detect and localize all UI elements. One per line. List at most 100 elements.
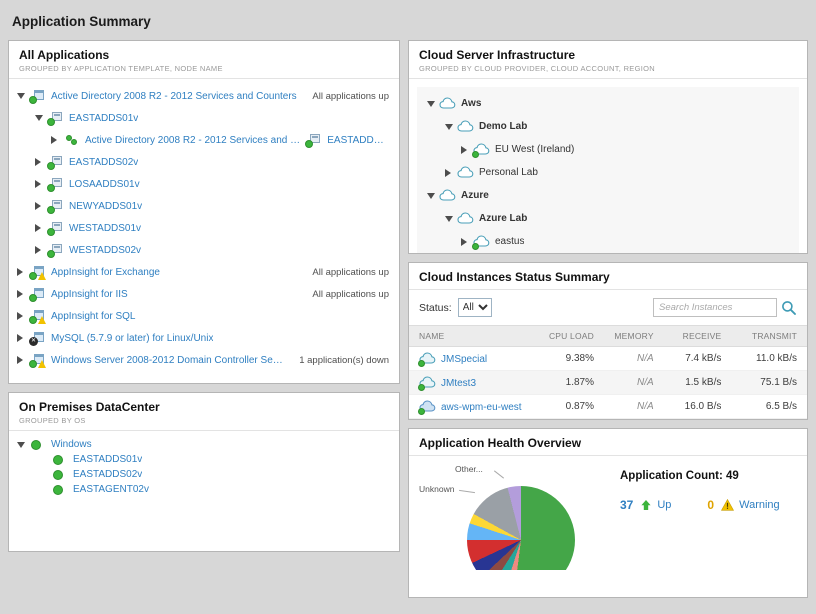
instance-name-link[interactable]: JMSpecial bbox=[441, 354, 488, 365]
instances-controls: Status: All bbox=[409, 290, 807, 325]
app-status-warning-icon bbox=[29, 265, 46, 280]
cell-memory: N/A bbox=[604, 370, 664, 395]
tree-item-label[interactable]: EASTAGENT02v bbox=[73, 484, 149, 495]
all-applications-tree: Active Directory 2008 R2 - 2012 Services… bbox=[9, 79, 399, 377]
expander-open-icon[interactable] bbox=[427, 193, 439, 199]
health-body: Other... Unknown Application Count: 49 3… bbox=[409, 456, 807, 570]
expander-open-icon[interactable] bbox=[445, 124, 457, 130]
tree-item-label[interactable]: Demo Lab bbox=[479, 121, 528, 132]
node-up-icon bbox=[47, 155, 64, 170]
tree-item-label[interactable]: Azure Lab bbox=[479, 213, 528, 224]
tree-item-label[interactable]: AppInsight for SQL bbox=[51, 310, 136, 322]
warning-link[interactable]: Warning bbox=[739, 499, 780, 511]
tree-row: Active Directory 2008 R2 - 2012 Services… bbox=[9, 85, 399, 107]
green-dot-icon bbox=[51, 453, 68, 466]
component-icon bbox=[63, 134, 80, 147]
page-title: Application Summary bbox=[12, 14, 151, 29]
expander-closed-icon[interactable] bbox=[35, 246, 47, 254]
panel-title: Cloud Server Infrastructure bbox=[419, 48, 576, 62]
app-status-unknown-icon bbox=[29, 331, 46, 346]
row-status-text: All applications up bbox=[312, 288, 389, 300]
expander-closed-icon[interactable] bbox=[461, 238, 473, 246]
up-link[interactable]: Up bbox=[657, 499, 672, 511]
tree-item-label[interactable]: Windows Server 2008-2012 Domain Controll… bbox=[51, 354, 288, 366]
panel-subtitle: GROUPED BY CLOUD PROVIDER, CLOUD ACCOUNT… bbox=[419, 64, 655, 73]
node-up-icon bbox=[305, 133, 322, 148]
pie-chart[interactable] bbox=[467, 486, 575, 570]
on-premises-tree: Windows EASTADDS01v EASTADDS02v EASTAGENT02… bbox=[9, 431, 399, 503]
tree-item-label[interactable]: AppInsight for IIS bbox=[51, 288, 128, 300]
expander-open-icon[interactable] bbox=[17, 442, 29, 448]
search-icon[interactable] bbox=[781, 300, 797, 316]
expander-open-icon[interactable] bbox=[427, 101, 439, 107]
tree-item-label[interactable]: Aws bbox=[461, 98, 482, 109]
expander-closed-icon[interactable] bbox=[17, 290, 29, 298]
expander-closed-icon[interactable] bbox=[35, 158, 47, 166]
tree-item-label[interactable]: Azure bbox=[461, 190, 489, 201]
tree-item-label[interactable]: eastus bbox=[495, 236, 525, 247]
expander-closed-icon[interactable] bbox=[17, 312, 29, 320]
instance-name-link[interactable]: aws-wpm-eu-west bbox=[441, 402, 522, 413]
expander-open-icon[interactable] bbox=[445, 216, 457, 222]
tree-item-label[interactable]: LOSAADDS01v bbox=[69, 178, 140, 190]
node-up-icon bbox=[47, 111, 64, 126]
pie-label-unknown: Unknown bbox=[419, 484, 455, 494]
node-up-icon bbox=[47, 243, 64, 258]
cloud-infrastructure-tree: Aws Demo Lab EU West (Ireland) Personal Lab… bbox=[417, 87, 799, 253]
pie-label-other: Other... bbox=[455, 464, 483, 474]
expander-closed-icon[interactable] bbox=[461, 146, 473, 154]
tree-item-label[interactable]: Active Directory 2008 R2 - 2012 Services… bbox=[51, 90, 297, 102]
expander-closed-icon[interactable] bbox=[17, 334, 29, 342]
tree-row: EASTAGENT02v bbox=[9, 482, 399, 497]
tree-item-label[interactable]: NEWYADDS01v bbox=[69, 200, 143, 212]
tree-item-label[interactable]: EASTADDS01v bbox=[327, 134, 385, 146]
tree-item-label[interactable]: EU West (Ireland) bbox=[495, 144, 575, 155]
tree-item-label[interactable]: WESTADDS01v bbox=[69, 222, 142, 234]
tree-item-label[interactable]: WESTADDS02v bbox=[69, 244, 142, 256]
expander-closed-icon[interactable] bbox=[51, 136, 63, 144]
tree-item-label[interactable]: EASTADDS02v bbox=[73, 469, 143, 480]
node-up-icon bbox=[47, 199, 64, 214]
expander-closed-icon[interactable] bbox=[35, 202, 47, 210]
column-header-receive[interactable]: RECEIVE bbox=[663, 325, 732, 347]
table-row: JMSpecial 9.38% N/A 7.4 kB/s 11.0 kB/s bbox=[409, 346, 807, 371]
expander-open-icon[interactable] bbox=[17, 93, 29, 99]
tree-row: eastus bbox=[419, 230, 797, 253]
panel-title: Cloud Instances Status Summary bbox=[419, 270, 610, 284]
warning-count[interactable]: 0 bbox=[707, 498, 715, 512]
column-header-transmit[interactable]: TRANSMIT bbox=[731, 325, 807, 347]
tree-item-label[interactable]: EASTADDS01v bbox=[69, 112, 139, 124]
tree-row: MySQL (5.7.9 or later) for Linux/Unix bbox=[9, 327, 399, 349]
up-count[interactable]: 37 bbox=[620, 498, 634, 512]
panel-cloud-server-infrastructure: Cloud Server Infrastructure GROUPED BY C… bbox=[408, 40, 808, 254]
tree-item-label[interactable]: EASTADDS02v bbox=[69, 156, 139, 168]
expander-closed-icon[interactable] bbox=[445, 169, 457, 177]
expander-open-icon[interactable] bbox=[35, 115, 47, 121]
panel-header: Cloud Instances Status Summary bbox=[409, 263, 807, 290]
application-health-pie-zone: Other... Unknown bbox=[419, 460, 604, 570]
cell-cpu: 0.87% bbox=[536, 394, 605, 419]
search-instances-input[interactable] bbox=[653, 298, 777, 317]
cell-memory: N/A bbox=[604, 394, 664, 419]
expander-closed-icon[interactable] bbox=[17, 268, 29, 276]
tree-item-label[interactable]: Personal Lab bbox=[479, 167, 538, 178]
column-header-memory[interactable]: MEMORY bbox=[604, 325, 664, 347]
cell-transmit: 75.1 B/s bbox=[731, 370, 807, 395]
expander-closed-icon[interactable] bbox=[35, 180, 47, 188]
column-header-cpu-load[interactable]: CPU LOAD bbox=[536, 325, 605, 347]
tree-item-label[interactable]: AppInsight for Exchange bbox=[51, 266, 160, 278]
row-status-text: All applications up bbox=[312, 266, 389, 278]
instance-name-link[interactable]: JMtest3 bbox=[441, 378, 477, 389]
tree-item-label[interactable]: Active Directory 2008 R2 - 2012 Services… bbox=[85, 134, 301, 146]
tree-item-label[interactable]: EASTADDS01v bbox=[73, 454, 143, 465]
expander-closed-icon[interactable] bbox=[35, 224, 47, 232]
status-filter-select[interactable]: All bbox=[457, 298, 492, 317]
panel-header: Application Health Overview bbox=[409, 429, 807, 456]
tree-item-label[interactable]: Windows bbox=[51, 439, 92, 450]
column-header-name[interactable]: NAME bbox=[409, 325, 537, 347]
tree-item-label[interactable]: MySQL (5.7.9 or later) for Linux/Unix bbox=[51, 332, 214, 344]
right-column: Cloud Server Infrastructure GROUPED BY C… bbox=[408, 40, 808, 606]
expander-closed-icon[interactable] bbox=[17, 356, 29, 364]
panel-subtitle: GROUPED BY OS bbox=[19, 416, 86, 425]
tree-row: NEWYADDS01v bbox=[9, 195, 399, 217]
